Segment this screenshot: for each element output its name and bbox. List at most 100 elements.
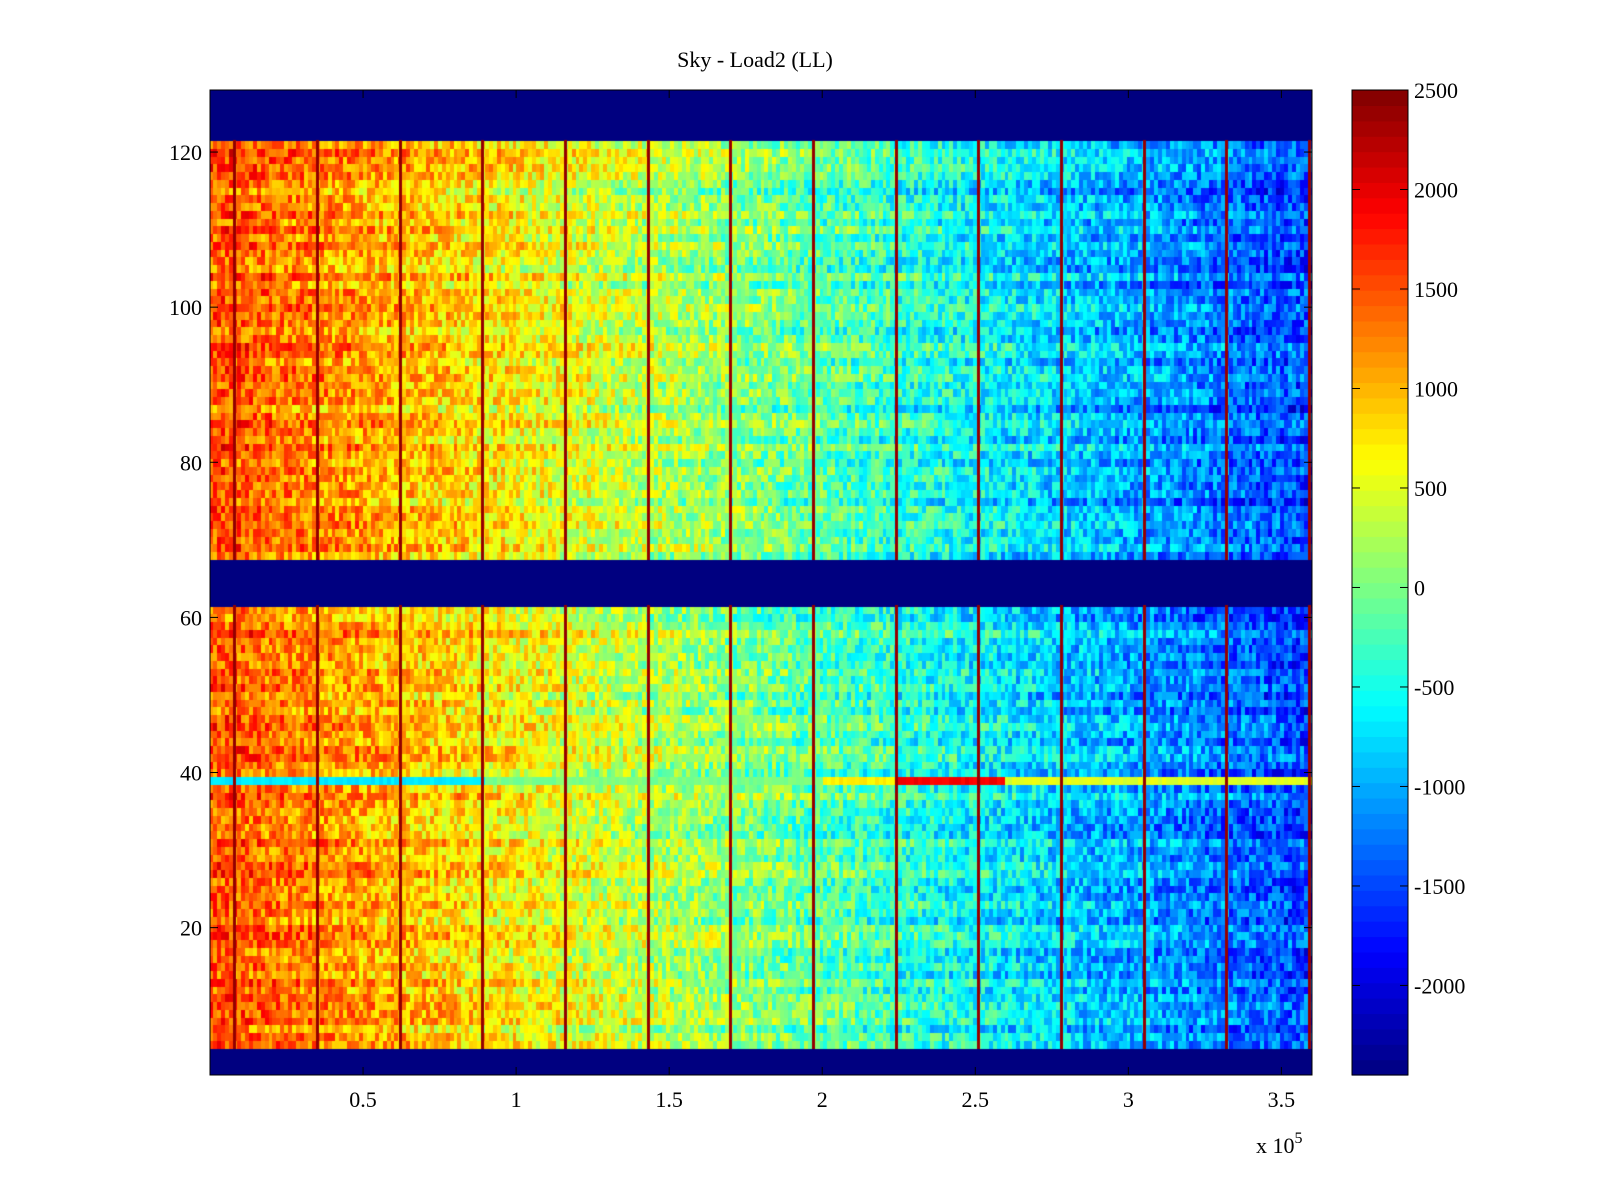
x-tick-label: 2 xyxy=(817,1087,828,1112)
y-tick-label: 80 xyxy=(180,450,202,475)
colorbar-swatch xyxy=(1352,674,1408,691)
colorbar-swatch xyxy=(1352,690,1408,707)
colorbar-tick-label: 2500 xyxy=(1414,78,1458,103)
colorbar-tick-label: 1000 xyxy=(1414,376,1458,401)
colorbar-swatch xyxy=(1352,290,1408,307)
colorbar-swatch xyxy=(1352,551,1408,568)
colorbar-swatch xyxy=(1352,336,1408,353)
colorbar-swatch xyxy=(1352,90,1408,106)
colorbar-swatch xyxy=(1352,182,1408,199)
x-multiplier-exponent: 5 xyxy=(1295,1130,1303,1147)
x-tick-label: 0.5 xyxy=(349,1087,377,1112)
colorbar-swatch xyxy=(1352,151,1408,168)
colorbar-swatch xyxy=(1352,320,1408,337)
colorbar-swatch xyxy=(1352,259,1408,276)
colorbar-swatch xyxy=(1352,751,1408,768)
colorbar-swatch xyxy=(1352,582,1408,599)
y-tick-label: 40 xyxy=(180,761,202,786)
colorbar-tick-label: 0 xyxy=(1414,575,1425,600)
x-tick-label: 3.5 xyxy=(1268,1087,1296,1112)
colorbar-swatch xyxy=(1352,459,1408,476)
y-tick-label: 100 xyxy=(169,295,202,320)
colorbar-swatch xyxy=(1352,505,1408,522)
colorbar-swatch xyxy=(1352,213,1408,230)
colorbar-frame xyxy=(1351,89,1409,1076)
heatmap-plot-area xyxy=(210,90,1312,1075)
colorbar-tick-label: 2000 xyxy=(1414,177,1458,202)
colorbar-swatch xyxy=(1352,613,1408,630)
y-tick-label: 20 xyxy=(180,916,202,941)
colorbar-swatch xyxy=(1352,951,1408,968)
colorbar-swatch xyxy=(1352,105,1408,122)
colorbar-swatch xyxy=(1352,936,1408,953)
colorbar-swatch xyxy=(1352,813,1408,830)
plot-frame xyxy=(209,89,1313,1076)
colorbar-swatch xyxy=(1352,905,1408,922)
colorbar-swatch xyxy=(1352,520,1408,537)
x-tick-label: 1 xyxy=(511,1087,522,1112)
colorbar-swatch xyxy=(1352,243,1408,260)
colorbar-swatch xyxy=(1352,567,1408,584)
colorbar-swatch xyxy=(1352,1044,1408,1061)
colorbar-swatch xyxy=(1352,1013,1408,1030)
colorbar-swatch xyxy=(1352,274,1408,291)
colorbar-swatch xyxy=(1352,998,1408,1015)
x-tick-label: 2.5 xyxy=(962,1087,990,1112)
colorbar-swatch xyxy=(1352,797,1408,814)
colorbar-swatch xyxy=(1352,197,1408,214)
colorbar-swatch xyxy=(1352,859,1408,876)
chart-title: Sky - Load2 (LL) xyxy=(677,47,833,72)
y-tick-label: 120 xyxy=(169,140,202,165)
colorbar-swatch xyxy=(1352,474,1408,491)
colorbar-tick-label: -2000 xyxy=(1414,973,1465,998)
colorbar-swatch xyxy=(1352,1059,1408,1076)
colorbar-swatch xyxy=(1352,982,1408,999)
colorbar-swatch xyxy=(1352,136,1408,153)
colorbar-swatch xyxy=(1352,767,1408,784)
colorbar-tick-label: -500 xyxy=(1414,675,1454,700)
colorbar-swatch xyxy=(1352,443,1408,460)
colorbar-swatch xyxy=(1352,490,1408,507)
colorbar xyxy=(1352,90,1408,1076)
colorbar-swatch xyxy=(1352,628,1408,645)
colorbar-swatch xyxy=(1352,890,1408,907)
colorbar-swatch xyxy=(1352,874,1408,891)
colorbar-tick-label: 500 xyxy=(1414,476,1447,501)
colorbar-tick-label: -1000 xyxy=(1414,774,1465,799)
colorbar-swatch xyxy=(1352,736,1408,753)
colorbar-tick-label: -1500 xyxy=(1414,874,1465,899)
colorbar-swatch xyxy=(1352,367,1408,384)
colorbar-swatch xyxy=(1352,120,1408,137)
colorbar-swatch xyxy=(1352,228,1408,245)
colorbar-swatch xyxy=(1352,721,1408,738)
colorbar-swatch xyxy=(1352,705,1408,722)
colorbar-swatch xyxy=(1352,428,1408,445)
colorbar-axis: 2500 2000 1500 1000 500 0 -500 -1000 -1500 -2000 xyxy=(1352,78,1465,998)
colorbar-swatch xyxy=(1352,1028,1408,1045)
colorbar-tick-label: 1500 xyxy=(1414,277,1458,302)
colorbar-swatch xyxy=(1352,351,1408,368)
colorbar-swatch xyxy=(1352,397,1408,414)
colorbar-swatch xyxy=(1352,413,1408,430)
colorbar-swatch xyxy=(1352,597,1408,614)
x-tick-label: 3 xyxy=(1123,1087,1134,1112)
colorbar-swatch xyxy=(1352,967,1408,984)
colorbar-swatch xyxy=(1352,828,1408,845)
colorbar-swatch xyxy=(1352,659,1408,676)
x-axis-multiplier: x 105 xyxy=(1256,1130,1303,1158)
colorbar-swatch xyxy=(1352,382,1408,399)
x-tick-label: 1.5 xyxy=(655,1087,683,1112)
x-multiplier-base: x 10 xyxy=(1256,1133,1295,1158)
colorbar-swatch xyxy=(1352,536,1408,553)
heatmap-image xyxy=(210,90,1312,1075)
colorbar-swatch xyxy=(1352,166,1408,183)
colorbar-swatch xyxy=(1352,305,1408,322)
colorbar-swatch xyxy=(1352,921,1408,938)
y-tick-label: 60 xyxy=(180,605,202,630)
y-axis: 20 40 60 80 100 120 xyxy=(169,140,1312,941)
colorbar-swatch xyxy=(1352,782,1408,799)
colorbar-swatch xyxy=(1352,644,1408,661)
x-axis: 0.5 1 1.5 2 2.5 3 3.5 xyxy=(349,90,1295,1112)
